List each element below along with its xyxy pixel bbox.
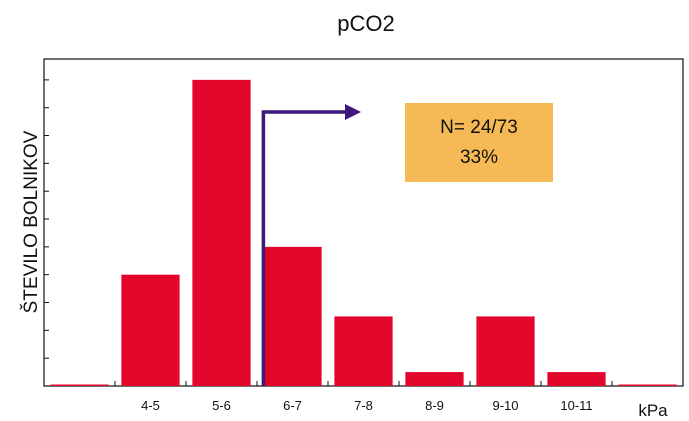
bar: [334, 316, 393, 386]
arrow-head: [345, 104, 361, 120]
x-axis-unit-label: kPa: [638, 401, 668, 420]
x-tick-label: 5-6: [212, 398, 231, 413]
bar: [121, 274, 180, 386]
annotation-box-bg: [405, 103, 553, 182]
x-tick-labels: 4-5 5-6 6-7 7-8 8-9 9-10 10-11: [141, 398, 593, 413]
x-axis-ticks: [114, 381, 613, 386]
x-tick-label: 6-7: [283, 398, 302, 413]
bar: [192, 79, 251, 386]
annotation-box: N= 24/73 33%: [405, 103, 553, 182]
annotation-percent-text: 33%: [460, 147, 498, 168]
annotation-n-text: N= 24/73: [440, 117, 518, 138]
y-axis-ticks: [44, 79, 49, 359]
arrow-line: [261, 110, 347, 386]
bar: [547, 372, 606, 386]
bars: [50, 79, 677, 386]
chart-title: pCO2: [337, 11, 394, 36]
y-axis-label: ŠTEVILO BOLNIKOV: [20, 130, 42, 313]
bar: [405, 372, 464, 386]
annotation-arrow: [261, 104, 361, 386]
bar: [50, 384, 109, 386]
bar: [618, 384, 677, 386]
x-tick-label: 7-8: [354, 398, 373, 413]
bar: [476, 316, 535, 386]
bar: [263, 246, 322, 386]
x-tick-label: 8-9: [425, 398, 444, 413]
x-tick-label: 4-5: [141, 398, 160, 413]
x-tick-label: 9-10: [492, 398, 518, 413]
x-tick-label: 10-11: [560, 398, 592, 413]
